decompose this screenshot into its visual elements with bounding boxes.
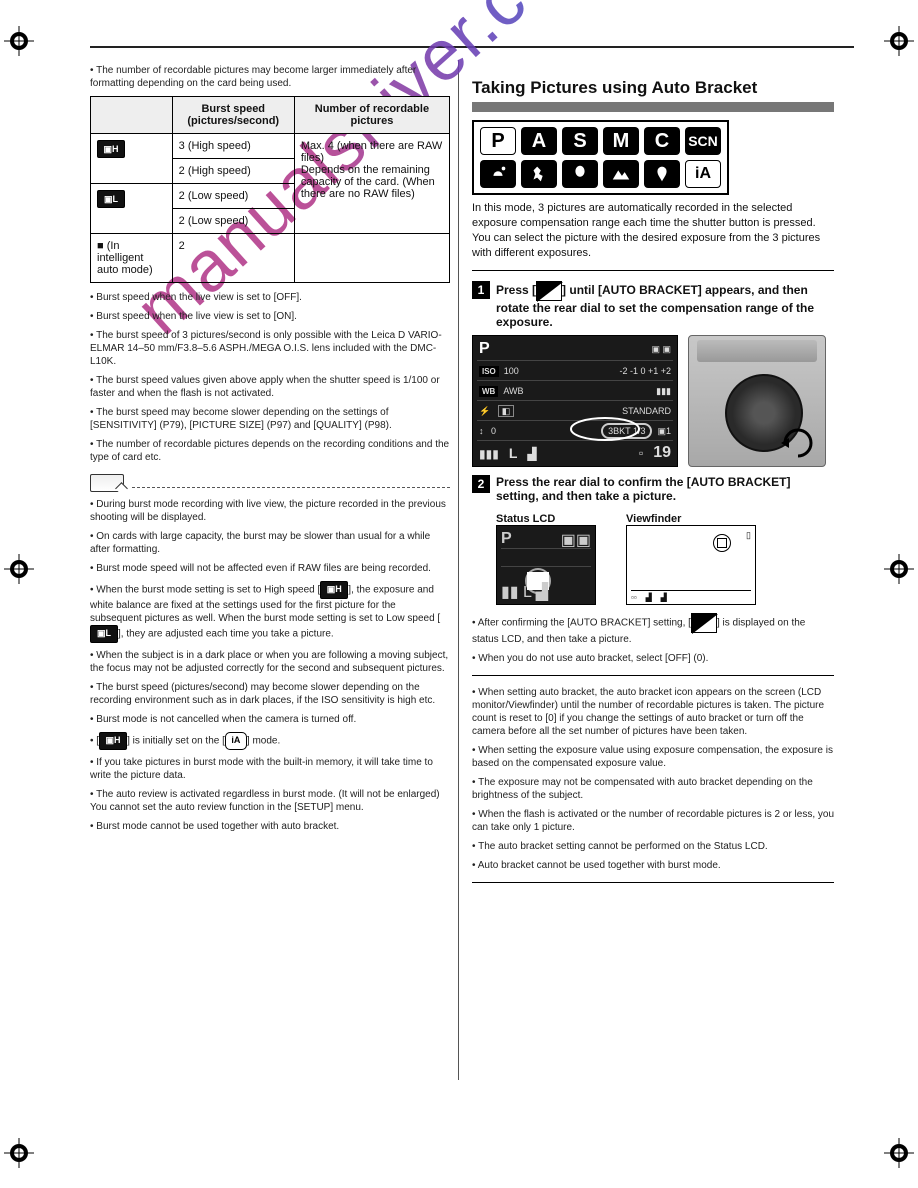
mode-landscape-icon: [603, 160, 639, 188]
mode-sports-icon: [521, 160, 557, 188]
note-icon: [90, 474, 124, 492]
step1-figures: P▣ ▣ ISO 100-2 -1 0 +1 +2 WB AWB▮▮▮ ⚡ ◧S…: [472, 335, 834, 467]
after-confirm-note: • After confirming the [AUTO BRACKET] se…: [472, 613, 834, 665]
cell: 2: [172, 234, 294, 283]
intro-text: In this mode, 3 pictures are automatical…: [472, 201, 834, 260]
rotate-arrow-icon: [781, 426, 815, 460]
mode-m-icon: M: [603, 127, 639, 155]
step-2: 2 Press the rear dial to confirm the [AU…: [472, 475, 834, 503]
burst-low-icon: ▣L: [90, 625, 118, 643]
ev-icon: [691, 613, 717, 633]
section-bar: [472, 102, 834, 112]
mode-macro-icon: [562, 160, 598, 188]
caption-viewfinder: Viewfinder: [626, 513, 756, 525]
cell: 2 (High speed): [172, 159, 294, 184]
cell: [294, 234, 449, 283]
crop-mark-icon: [884, 26, 914, 56]
th-speed: Burst speed (pictures/second): [172, 97, 294, 134]
mode-p-icon: P: [480, 127, 516, 155]
viewfinder-illustration: ▯ ▫▫ ▟ ▟: [626, 525, 756, 605]
step-number: 2: [472, 475, 490, 493]
burst-high-icon: ▣H: [320, 581, 348, 599]
camera-dial-illustration: [688, 335, 826, 467]
th-blank: [91, 97, 173, 134]
page: manualshiver.com • The number of recorda…: [0, 0, 918, 1188]
step-number: 1: [472, 281, 490, 299]
highlight-ellipse-icon: [569, 416, 641, 442]
cell: 2 (Low speed): [172, 209, 294, 234]
lcd-screen: P▣ ▣ ISO 100-2 -1 0 +1 +2 WB AWB▮▮▮ ⚡ ◧S…: [472, 335, 678, 467]
crop-mark-icon: [884, 554, 914, 584]
mode-portrait-icon: [644, 160, 680, 188]
th-count: Number of recordable pictures: [294, 97, 449, 134]
mode-c-icon: C: [644, 127, 680, 155]
step2-figures: Status LCD P ▣▣ ▮▮ L ▟ Viewfinder ▯: [496, 509, 834, 605]
left-column: • The number of recordable pictures may …: [90, 64, 450, 839]
crop-mark-icon: [4, 26, 34, 56]
cell: 2 (Low speed): [172, 184, 294, 209]
table-row: ▣H 3 (High speed) Max. 4 (when there are…: [91, 134, 450, 159]
column-divider: [458, 60, 459, 1080]
crop-mark-icon: [4, 1138, 34, 1168]
step-1: 1 Press [] until [AUTO BRACKET] appears,…: [472, 281, 834, 329]
mode-night-icon: [480, 160, 516, 188]
crop-mark-icon: [884, 1138, 914, 1168]
table-row: ■ (In intelligent auto mode) 2: [91, 234, 450, 283]
cell: Max. 4 (when there are RAW files) Depend…: [294, 134, 449, 234]
burst-low-icon: ▣L: [97, 190, 125, 208]
burst-high-icon: ▣H: [97, 140, 125, 158]
rule: [472, 882, 834, 883]
section-title: Taking Pictures using Auto Bracket: [472, 78, 834, 98]
caption-status-lcd: Status LCD: [496, 513, 596, 525]
cell: 3 (High speed): [172, 134, 294, 159]
left-intro: • The number of recordable pictures may …: [90, 64, 450, 90]
notes-a: • Burst speed when the live view is set …: [90, 291, 450, 464]
header-rule: [90, 46, 854, 48]
notes-b: • During burst mode recording with live …: [90, 498, 450, 833]
status-lcd-illustration: P ▣▣ ▮▮ L ▟: [496, 525, 596, 605]
ia-mode-icon: iA: [225, 732, 247, 750]
right-column: Taking Pictures using Auto Bracket P A S…: [472, 64, 834, 893]
mode-a-icon: A: [521, 127, 557, 155]
rule: [472, 270, 834, 271]
note-divider: [90, 474, 450, 492]
mode-icon-box: P A S M C SCN iA: [472, 120, 729, 195]
right-lower-notes: • When setting auto bracket, the auto br…: [472, 686, 834, 872]
mode-scn-icon: SCN: [685, 127, 721, 155]
ev-bracket-icon: [536, 281, 562, 301]
mode-ia-icon: iA: [685, 160, 721, 188]
burst-table: Burst speed (pictures/second) Number of …: [90, 96, 450, 283]
cell: ■ (In intelligent auto mode): [91, 234, 173, 283]
burst-high-icon: ▣H: [99, 732, 127, 750]
rule: [472, 675, 834, 676]
dash-line: [132, 487, 450, 488]
crop-mark-icon: [4, 554, 34, 584]
mode-s-icon: S: [562, 127, 598, 155]
